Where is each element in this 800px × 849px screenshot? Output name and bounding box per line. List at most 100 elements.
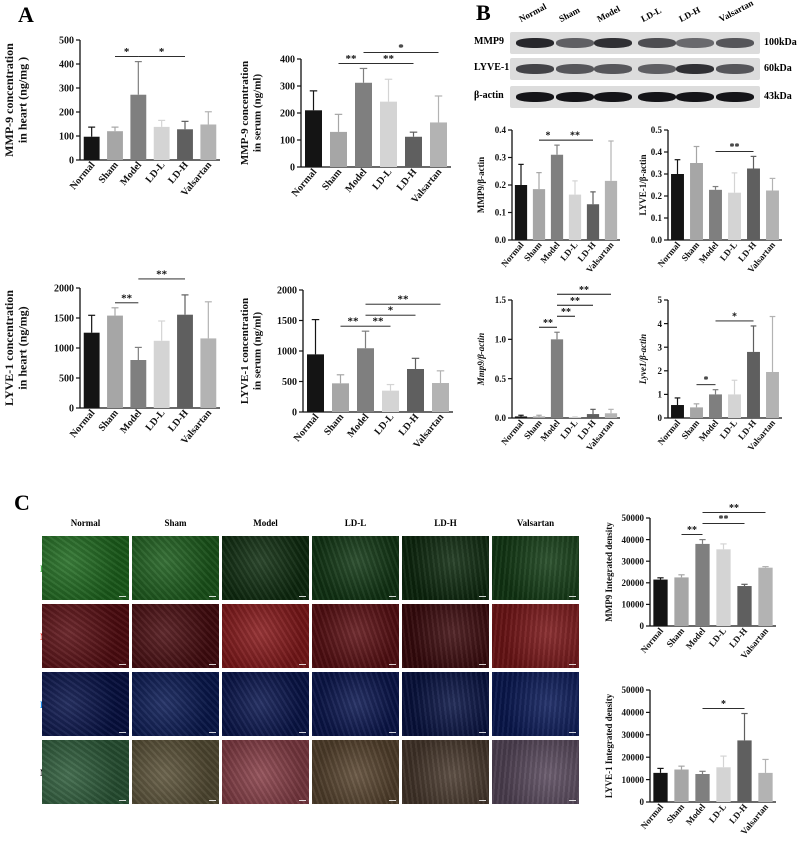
blot-lane-label: Valsartan: [717, 0, 755, 24]
y-axis-label-line: LYVE-1/β-actin: [638, 155, 648, 216]
y-axis-label: LYVE-1 concentrationin heart (ng/mg): [2, 290, 30, 406]
y-tick-label: 0: [640, 621, 645, 631]
blot-kda-label: 43kDa: [764, 91, 792, 102]
bar-sham: [674, 577, 689, 626]
bar-ld-l: [153, 126, 170, 160]
bar-ld-h: [586, 204, 600, 240]
bar-model: [709, 189, 722, 240]
bar-model: [709, 394, 722, 418]
y-tick-label: 200: [59, 108, 74, 119]
x-tick-label: LD-L: [144, 160, 168, 186]
y-tick-label: 0: [292, 408, 297, 419]
if-image-tile: [492, 604, 579, 668]
y-tick-label: 1.0: [495, 334, 507, 344]
chart-lyve1-integrated-density: 0 10000 20000 30000 40000 50000 LYVE-1 Integra…: [604, 685, 776, 837]
blot-band: [594, 92, 632, 102]
scale-bar: [389, 596, 396, 597]
blot-lane-label: Sham: [557, 4, 582, 24]
significance-marker: **: [543, 318, 553, 329]
y-tick-label: 2000: [277, 286, 297, 297]
y-tick-label: 500: [59, 374, 74, 385]
bar-normal: [671, 174, 684, 240]
y-tick-label: 0: [69, 156, 74, 167]
bar-sham: [532, 416, 546, 418]
significance-marker: **: [570, 131, 580, 142]
scale-bar: [389, 800, 396, 801]
bar-model: [357, 348, 374, 412]
y-tick-label: 1000: [277, 347, 297, 358]
y-tick-label: 100: [280, 136, 295, 147]
blot-band: [556, 92, 594, 102]
bar-sham: [107, 131, 123, 160]
if-image-tile: [132, 740, 219, 804]
bar-valsartan: [758, 772, 773, 802]
y-tick-label: 1500: [277, 316, 297, 327]
significance-marker: **: [579, 285, 589, 296]
bar-sham: [532, 189, 546, 240]
significance-marker: *: [124, 46, 130, 58]
bar-model: [695, 543, 710, 626]
x-tick-label: LD-L: [371, 167, 395, 193]
scale-bar: [209, 732, 216, 733]
scale-bar: [479, 732, 486, 733]
chart-lyve1-heart: 0 500 1000 1500 2000 LYVE-1 concentrationin h…: [2, 268, 220, 447]
if-image-tile: [492, 740, 579, 804]
western-blot: Normal Sham Model LD-L LD-H Valsartan MMP9 100k…: [474, 0, 800, 112]
y-axis-label-line: Lyve1/β-actin: [638, 334, 648, 385]
if-image-tile: [492, 536, 579, 600]
panel-letter-c: C: [14, 490, 30, 515]
bar-model: [355, 82, 372, 167]
bar-valsartan: [200, 338, 217, 408]
panel-letter-a: A: [18, 2, 34, 27]
scale-bar: [119, 800, 126, 801]
x-tick-label: Model: [118, 408, 144, 436]
scale-bar: [389, 732, 396, 733]
y-tick-label: 50000: [622, 513, 645, 523]
blot-band: [676, 38, 714, 48]
significance-marker: *: [546, 131, 551, 142]
significance-marker: **: [398, 294, 410, 306]
bar-ld-h: [747, 168, 760, 240]
y-tick-label: 2: [658, 366, 663, 376]
bar-ld-l: [568, 417, 582, 418]
y-axis-label-line: in serum (ng/ml): [252, 312, 264, 391]
x-tick-label: LD-L: [373, 412, 397, 438]
y-tick-label: 40000: [622, 535, 645, 545]
blot-band: [556, 38, 594, 48]
scale-bar: [299, 664, 306, 665]
y-tick-label: 0.2: [651, 191, 663, 201]
bar-valsartan: [766, 371, 779, 418]
blot-band: [716, 38, 754, 48]
y-axis-label-line: LYVE-1 concentration: [239, 298, 251, 404]
significance-marker: **: [730, 142, 740, 153]
y-tick-label: 0.5: [651, 125, 663, 135]
y-axis-label: Lyve1/β-actin: [638, 334, 648, 385]
blot-band: [638, 64, 676, 74]
x-tick-label: LD-L: [718, 240, 739, 263]
significance-marker: **: [729, 503, 739, 514]
bar-normal: [653, 772, 668, 802]
if-image-tile: [402, 536, 489, 600]
y-tick-label: 300: [59, 84, 74, 95]
significance-marker: **: [687, 525, 697, 536]
significance-marker: **: [346, 53, 358, 65]
blot-band: [716, 64, 754, 74]
if-image-tile: [132, 604, 219, 668]
significance-marker: **: [121, 292, 133, 304]
bar-ld-h: [737, 740, 752, 802]
if-image-tile: [222, 740, 309, 804]
bar-valsartan: [432, 383, 449, 412]
y-tick-label: 4: [658, 319, 663, 329]
if-image-tile: [312, 740, 399, 804]
if-image-tile: [132, 536, 219, 600]
bar-normal: [83, 136, 100, 160]
blot-lane-label: Model: [595, 3, 622, 25]
x-tick-label: Sham: [97, 407, 122, 433]
blot-band: [594, 64, 632, 74]
blot-row-label: β-actin: [474, 90, 504, 101]
bar-sham: [330, 131, 347, 167]
y-tick-label: 0.3: [651, 169, 663, 179]
bar-ld-l: [728, 192, 741, 240]
y-tick-label: 0.1: [651, 213, 663, 223]
